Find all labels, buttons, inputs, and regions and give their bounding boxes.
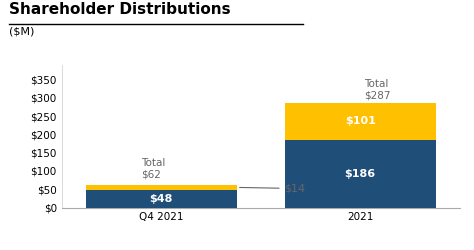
Bar bbox=[85, 190, 237, 208]
Text: Total
$62: Total $62 bbox=[141, 158, 165, 179]
Text: $101: $101 bbox=[345, 116, 376, 126]
Text: Total
$287: Total $287 bbox=[364, 79, 391, 101]
Text: $48: $48 bbox=[149, 194, 173, 204]
Bar bbox=[284, 103, 436, 140]
Bar bbox=[284, 140, 436, 207]
Text: Shareholder Distributions: Shareholder Distributions bbox=[9, 2, 231, 18]
Bar bbox=[85, 185, 237, 190]
Text: $186: $186 bbox=[345, 168, 376, 178]
Text: $14: $14 bbox=[239, 184, 306, 194]
Text: ($M): ($M) bbox=[9, 26, 35, 36]
